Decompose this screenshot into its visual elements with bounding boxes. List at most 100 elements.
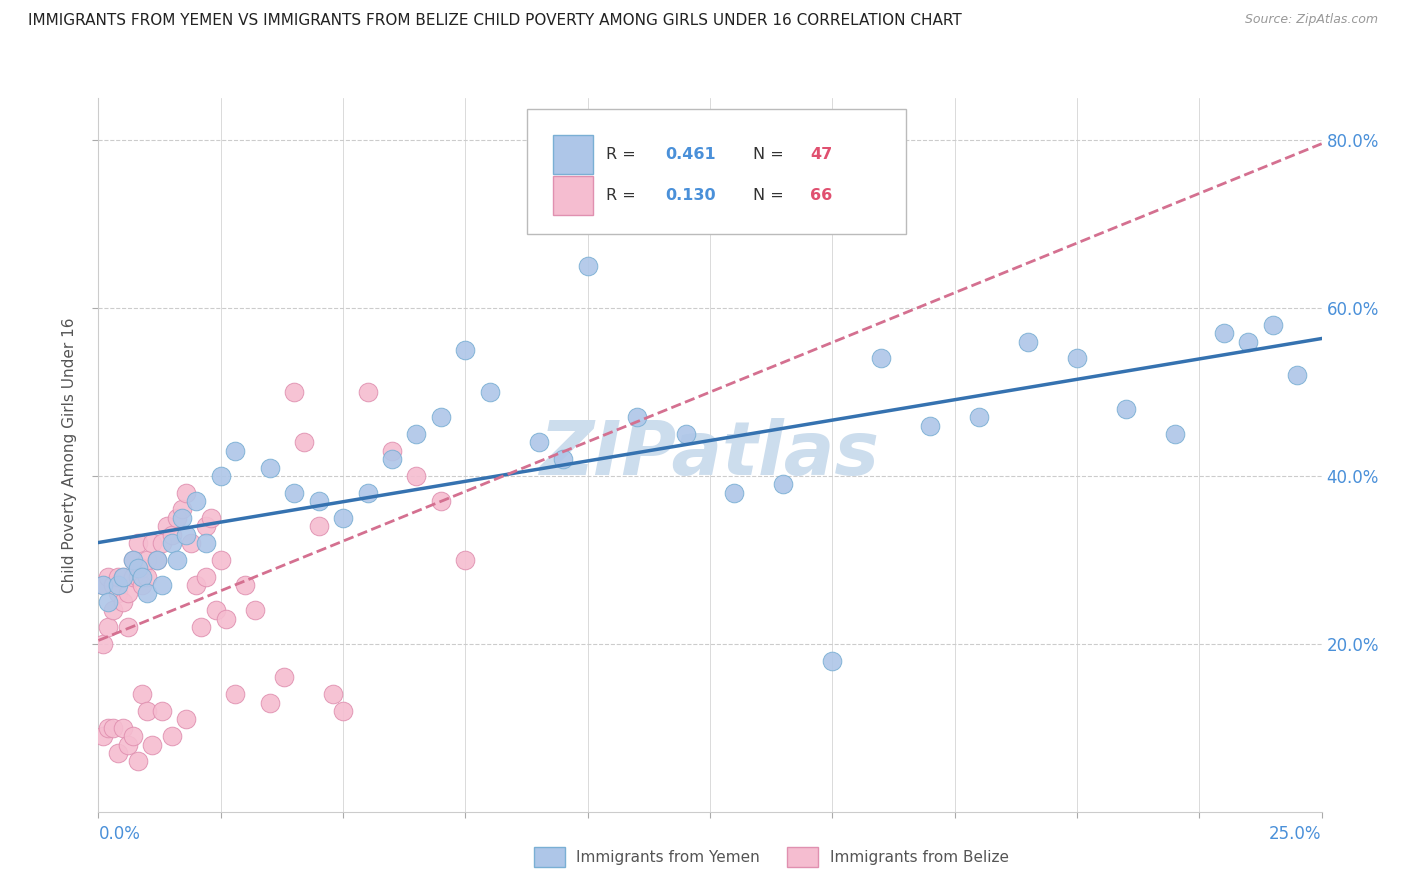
- FancyBboxPatch shape: [526, 109, 905, 234]
- Point: [454, 343, 477, 357]
- Text: 25.0%: 25.0%: [1270, 825, 1322, 843]
- Point: [111, 721, 134, 735]
- Point: [356, 384, 378, 399]
- Point: [131, 569, 153, 583]
- Point: [146, 553, 169, 567]
- Point: [292, 435, 315, 450]
- Point: [821, 654, 844, 668]
- Point: [381, 443, 404, 458]
- Point: [626, 410, 648, 425]
- Point: [127, 755, 149, 769]
- Point: [111, 569, 134, 583]
- Point: [553, 452, 575, 467]
- Point: [131, 578, 153, 592]
- Point: [121, 729, 143, 743]
- Text: 66: 66: [810, 188, 832, 203]
- Point: [176, 712, 198, 726]
- Point: [224, 443, 246, 458]
- Point: [170, 502, 193, 516]
- Point: [1066, 351, 1088, 366]
- Point: [117, 586, 139, 600]
- Bar: [554, 136, 592, 174]
- Point: [200, 511, 222, 525]
- Point: [127, 561, 149, 575]
- Point: [205, 603, 228, 617]
- Point: [127, 536, 149, 550]
- Point: [195, 519, 218, 533]
- Point: [332, 511, 354, 525]
- Point: [111, 595, 134, 609]
- Point: [91, 637, 114, 651]
- Point: [332, 704, 354, 718]
- Point: [107, 569, 129, 583]
- Point: [186, 494, 208, 508]
- Point: [381, 452, 404, 467]
- Point: [136, 704, 159, 718]
- Point: [195, 569, 218, 583]
- Point: [1164, 426, 1187, 441]
- Text: R =: R =: [606, 147, 641, 162]
- Text: ZIPatlas: ZIPatlas: [540, 418, 880, 491]
- Point: [121, 569, 143, 583]
- Point: [91, 729, 114, 743]
- Text: 47: 47: [810, 147, 832, 162]
- Point: [405, 469, 427, 483]
- Point: [131, 687, 153, 701]
- Point: [195, 536, 218, 550]
- Point: [117, 620, 139, 634]
- Point: [107, 746, 129, 760]
- Point: [150, 704, 173, 718]
- Point: [283, 485, 305, 500]
- Point: [156, 519, 179, 533]
- Text: IMMIGRANTS FROM YEMEN VS IMMIGRANTS FROM BELIZE CHILD POVERTY AMONG GIRLS UNDER : IMMIGRANTS FROM YEMEN VS IMMIGRANTS FROM…: [28, 13, 962, 29]
- Text: Source: ZipAtlas.com: Source: ZipAtlas.com: [1244, 13, 1378, 27]
- Text: Immigrants from Belize: Immigrants from Belize: [830, 850, 1008, 864]
- Point: [209, 469, 232, 483]
- Point: [1017, 334, 1039, 349]
- Point: [160, 729, 183, 743]
- Point: [259, 460, 281, 475]
- Point: [870, 351, 893, 366]
- Text: 0.0%: 0.0%: [98, 825, 141, 843]
- Point: [170, 511, 193, 525]
- Point: [150, 536, 173, 550]
- Point: [97, 721, 120, 735]
- Point: [176, 485, 198, 500]
- Point: [166, 553, 188, 567]
- Point: [356, 485, 378, 500]
- Point: [1261, 318, 1284, 332]
- Point: [111, 569, 134, 583]
- Point: [576, 259, 599, 273]
- Point: [146, 553, 169, 567]
- Point: [308, 519, 330, 533]
- Point: [107, 578, 129, 592]
- Point: [176, 527, 198, 541]
- Point: [920, 418, 942, 433]
- Bar: [554, 177, 592, 215]
- Point: [967, 410, 990, 425]
- Point: [121, 553, 143, 567]
- Point: [214, 612, 236, 626]
- Text: 0.130: 0.130: [665, 188, 716, 203]
- Point: [675, 426, 697, 441]
- Text: N =: N =: [752, 188, 789, 203]
- Point: [283, 384, 305, 399]
- Text: 0.461: 0.461: [665, 147, 716, 162]
- Point: [1115, 401, 1137, 416]
- Text: R =: R =: [606, 188, 641, 203]
- Point: [430, 410, 453, 425]
- Point: [186, 578, 208, 592]
- Point: [160, 527, 183, 541]
- Point: [478, 384, 501, 399]
- Point: [1286, 368, 1309, 383]
- Point: [166, 511, 188, 525]
- Point: [259, 696, 281, 710]
- Point: [136, 586, 159, 600]
- Text: N =: N =: [752, 147, 789, 162]
- Point: [91, 578, 114, 592]
- Point: [273, 670, 295, 684]
- Point: [127, 569, 149, 583]
- Point: [209, 553, 232, 567]
- Point: [454, 553, 477, 567]
- Point: [180, 536, 202, 550]
